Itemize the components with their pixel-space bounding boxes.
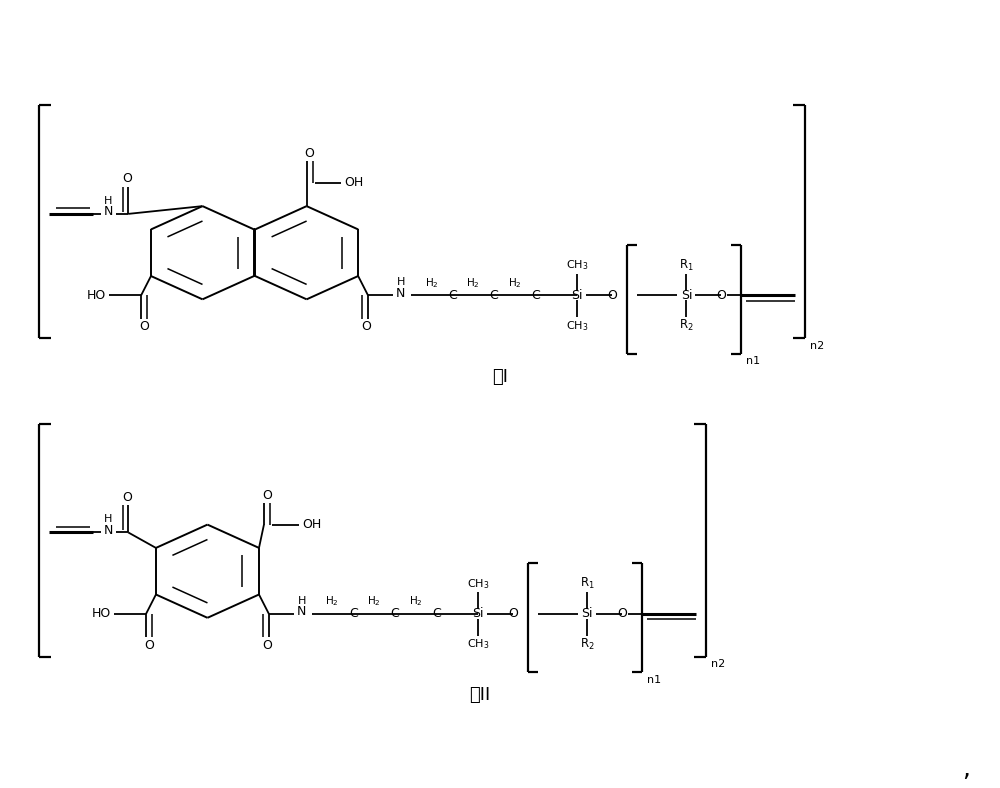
Text: N: N	[396, 287, 405, 299]
Text: 式II: 式II	[470, 686, 491, 704]
Text: CH$_3$: CH$_3$	[566, 258, 589, 272]
Text: O: O	[144, 638, 154, 652]
Text: R$_1$: R$_1$	[679, 258, 694, 273]
Text: Si: Si	[681, 289, 692, 302]
Text: O: O	[139, 320, 149, 333]
Text: C: C	[448, 289, 457, 302]
Text: ,: ,	[962, 757, 970, 781]
Text: O: O	[262, 638, 272, 652]
Text: N: N	[297, 605, 306, 618]
Text: HO: HO	[92, 608, 111, 620]
Text: n2: n2	[711, 660, 725, 670]
Text: O: O	[122, 491, 132, 504]
Text: CH$_3$: CH$_3$	[467, 637, 489, 651]
Text: R$_2$: R$_2$	[580, 637, 595, 652]
Text: O: O	[361, 320, 371, 333]
Text: O: O	[607, 289, 617, 302]
Text: H$_2$: H$_2$	[409, 595, 423, 608]
Text: C: C	[432, 608, 441, 620]
Text: C: C	[349, 608, 358, 620]
Text: 式I: 式I	[492, 368, 508, 386]
Text: H: H	[297, 596, 306, 606]
Text: O: O	[305, 147, 315, 160]
Text: OH: OH	[345, 177, 364, 189]
Text: C: C	[390, 608, 399, 620]
Text: N: N	[104, 523, 113, 537]
Text: H$_2$: H$_2$	[325, 595, 339, 608]
Text: H$_2$: H$_2$	[367, 595, 381, 608]
Text: H$_2$: H$_2$	[466, 276, 480, 290]
Text: R$_2$: R$_2$	[679, 318, 694, 333]
Text: CH$_3$: CH$_3$	[467, 577, 489, 590]
Text: n2: n2	[810, 341, 825, 351]
Text: O: O	[262, 489, 272, 502]
Text: H$_2$: H$_2$	[425, 276, 438, 290]
Text: n1: n1	[746, 356, 760, 366]
Text: N: N	[104, 205, 113, 218]
Text: H: H	[104, 514, 112, 524]
Text: Si: Si	[581, 608, 593, 620]
Text: H: H	[397, 277, 405, 288]
Text: O: O	[122, 173, 132, 185]
Text: H: H	[104, 195, 112, 206]
Text: C: C	[490, 289, 498, 302]
Text: OH: OH	[302, 518, 321, 531]
Text: O: O	[716, 289, 726, 302]
Text: H$_2$: H$_2$	[508, 276, 522, 290]
Text: n1: n1	[647, 675, 661, 685]
Text: Si: Si	[572, 289, 583, 302]
Text: R$_1$: R$_1$	[580, 576, 595, 591]
Text: C: C	[531, 289, 540, 302]
Text: HO: HO	[87, 289, 106, 302]
Text: CH$_3$: CH$_3$	[566, 319, 589, 333]
Text: Si: Si	[472, 608, 484, 620]
Text: O: O	[508, 608, 518, 620]
Text: O: O	[617, 608, 627, 620]
